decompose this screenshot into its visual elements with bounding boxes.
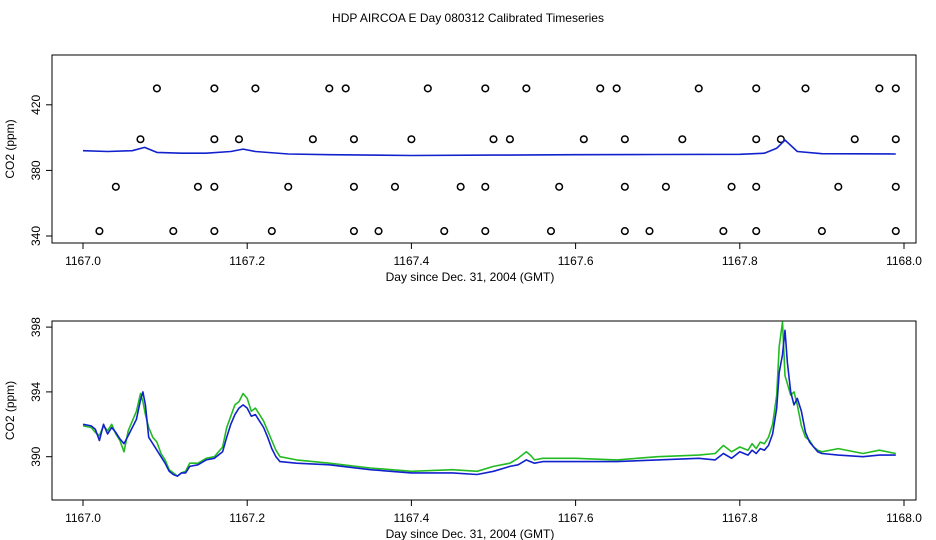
scatter-point [423, 84, 432, 93]
scatter-point [210, 135, 219, 144]
x-axis-label: Day since Dec. 31, 2004 (GMT) [386, 270, 555, 284]
scatter-point [95, 227, 104, 236]
scatter-point [661, 182, 670, 191]
scatter-point [752, 227, 761, 236]
scatter-point [596, 84, 605, 93]
scatter-point [522, 84, 531, 93]
scatter-point [193, 182, 202, 191]
scatter-point [349, 182, 358, 191]
bottom-panel: 1167.0 1167.2 1167.4 1167.6 1167.8 1168.0 Day … [3, 317, 922, 540]
scatter-point [325, 84, 334, 93]
scatter-point [456, 182, 465, 191]
x-tick-label: 1167.8 [722, 511, 758, 525]
x-tick-label: 1167.2 [229, 254, 265, 268]
plot-frame [51, 320, 917, 501]
scatter-point [801, 84, 810, 93]
scatter-point [267, 227, 276, 236]
y-tick-label: 390 [29, 446, 43, 466]
scatter-point [612, 84, 621, 93]
scatter-point [349, 227, 358, 236]
scatter-point [678, 135, 687, 144]
scatter-point [349, 135, 358, 144]
scatter-point [481, 182, 490, 191]
scatter-point [136, 135, 145, 144]
scatter-point [152, 84, 161, 93]
scatter-point [111, 182, 120, 191]
scatter-point [481, 227, 490, 236]
x-tick-label: 1167.0 [65, 511, 101, 525]
x-tick-label: 1168.0 [886, 254, 922, 268]
scatter-point [546, 227, 556, 236]
top-panel: 1167.0 1167.2 1167.4 1167.6 1167.8 1168.0 Day … [3, 54, 922, 284]
scatter-point [752, 84, 761, 93]
x-axis-label: Day since Dec. 31, 2004 (GMT) [386, 527, 555, 540]
scatter-point [341, 84, 350, 93]
y-tick-label: 380 [29, 160, 43, 180]
scatter-point [481, 84, 490, 93]
scatter-point [834, 182, 843, 191]
scatter-point [776, 135, 785, 144]
scatter-point [210, 84, 219, 93]
scatter-point [210, 182, 219, 191]
blue-series-line [82, 139, 896, 157]
y-tick-label: 420 [29, 94, 43, 114]
blue-series-line [82, 329, 896, 477]
scatter-point [891, 182, 900, 191]
scatter-point [505, 135, 514, 144]
x-tick-label: 1167.6 [558, 511, 594, 525]
scatter-point [727, 182, 736, 191]
scatter-point [891, 84, 900, 93]
scatter-point [308, 135, 317, 144]
scatter-point [489, 135, 498, 144]
scatter-point [579, 135, 588, 144]
scatter-point [719, 227, 728, 236]
scatter-point [891, 227, 900, 236]
y-axis-label: CO2 (ppm) [3, 381, 17, 440]
x-tick-label: 1167.4 [393, 254, 429, 268]
scatter-point [620, 227, 629, 236]
y-axis-label: CO2 (ppm) [3, 119, 17, 178]
scatter-point [850, 135, 859, 144]
scatter-point [752, 135, 761, 144]
scatter-point [390, 182, 400, 191]
scatter-point [169, 227, 178, 236]
scatter-point [817, 227, 826, 236]
scatter-point [440, 227, 449, 236]
scatter-point [694, 84, 703, 93]
x-tick-label: 1167.2 [229, 511, 265, 525]
scatter-point [284, 182, 293, 191]
x-tick-label: 1167.8 [722, 254, 758, 268]
scatter-point [407, 135, 416, 144]
chart-title: HDP AIRCOA E Day 080312 Calibrated Times… [332, 11, 604, 25]
scatter-point [234, 135, 244, 144]
x-tick-label: 1167.4 [393, 511, 429, 525]
green-series-line [82, 321, 896, 477]
scatter-point [645, 227, 654, 236]
scatter-point [210, 227, 219, 236]
scatter-point [875, 84, 884, 93]
plot-frame [51, 54, 917, 244]
y-tick-label: 398 [29, 317, 43, 337]
x-tick-label: 1167.0 [65, 254, 101, 268]
x-tick-label: 1167.6 [558, 254, 594, 268]
scatter-point [620, 135, 629, 144]
scatter-point [752, 182, 761, 191]
x-tick-label: 1168.0 [886, 511, 922, 525]
scatter-point [891, 135, 900, 144]
y-tick-label: 394 [29, 382, 43, 402]
scatter-point [620, 182, 629, 191]
scatter-point [251, 84, 260, 93]
y-tick-label: 340 [29, 226, 43, 246]
scatter-point [555, 182, 564, 191]
scatter-point [374, 227, 383, 236]
